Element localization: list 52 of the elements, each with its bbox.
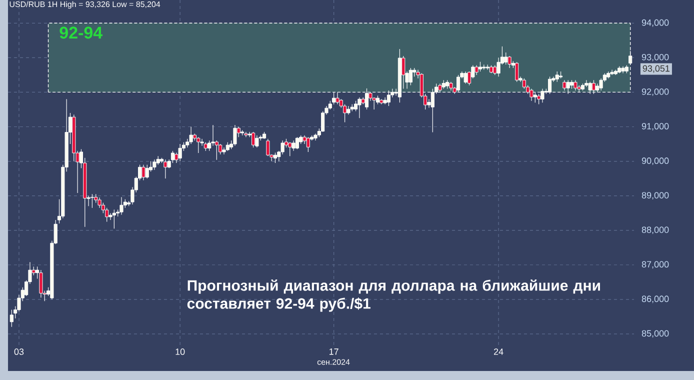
candlestick (486, 64, 490, 70)
candlestick (90, 194, 94, 208)
candlestick (610, 69, 614, 76)
y-tick-label: 91,000 (642, 123, 669, 130)
candlestick (555, 71, 559, 82)
candlestick (39, 270, 43, 298)
candlestick (10, 309, 14, 328)
candlestick (504, 52, 508, 65)
candlestick (474, 64, 478, 76)
candlestick (233, 124, 237, 146)
candlestick (408, 68, 412, 86)
chart-title: USD/RUB 1H High = 93,326 Low = 85,204 (10, 1, 160, 9)
y-tick-label: 89,000 (642, 192, 669, 200)
x-tick-label: 24 (494, 348, 504, 355)
x-tick-label: 10 (176, 348, 185, 355)
candlestick (464, 71, 468, 84)
candlestick (295, 136, 299, 150)
candlestick (358, 97, 362, 118)
candlestick (493, 64, 497, 76)
band-label: 92-94 (60, 26, 103, 39)
y-tick-label: 86,000 (642, 296, 669, 304)
candlestick (196, 136, 200, 154)
candlestick (244, 132, 248, 138)
candlestick (251, 132, 256, 148)
candlestick (255, 135, 259, 148)
candlestick (515, 62, 519, 82)
x-tick-label: 17 (330, 348, 338, 355)
text: 93,051 (642, 65, 670, 73)
candlestick (152, 159, 156, 170)
candlestick (145, 164, 149, 179)
y-tick-label: 88,000 (642, 226, 669, 234)
x-axis-title: сен.2024 (317, 359, 350, 365)
annotation: Прогнозный диапазон для доллара на ближайшие дни составляет 92-94 руб./$1 (187, 280, 600, 312)
candlestick (120, 196, 124, 216)
candlestick (288, 142, 292, 156)
y-tick-label: 90,000 (642, 158, 669, 165)
y-tick-label: 94,000 (642, 19, 669, 27)
y-tick-label: 85,000 (642, 330, 669, 338)
candlestick (306, 136, 310, 152)
candlestick (508, 56, 512, 68)
x-tick-label: 03 (14, 348, 24, 355)
candlestick (112, 209, 116, 229)
candlestick (189, 126, 193, 144)
y-tick-label: 92,000 (642, 88, 669, 96)
candlestick (142, 164, 146, 181)
candlestick (266, 138, 270, 156)
candlestick (164, 159, 168, 179)
y-tick-label: 93,000 (642, 54, 669, 62)
candlestick (178, 144, 182, 162)
y-tick-label: 87,000 (642, 261, 669, 269)
candlestick (478, 62, 482, 72)
candlestick (273, 152, 278, 164)
